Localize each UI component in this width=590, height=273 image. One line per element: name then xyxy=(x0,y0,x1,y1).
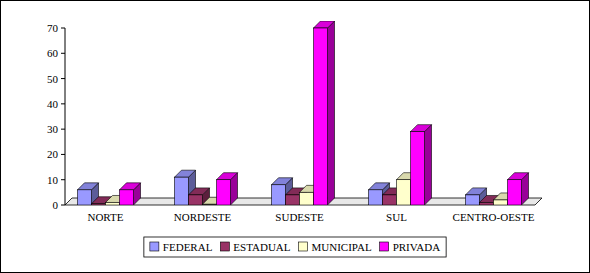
bar xyxy=(106,202,120,205)
bar-side xyxy=(328,21,335,205)
legend-swatch xyxy=(299,242,308,251)
legend-box xyxy=(144,237,446,257)
bar xyxy=(300,192,314,205)
bar-top xyxy=(411,125,432,132)
bar-top xyxy=(272,178,293,185)
legend-swatch xyxy=(380,242,389,251)
bar xyxy=(272,185,286,205)
y-tick xyxy=(61,103,65,104)
bar-top xyxy=(175,170,196,177)
bar xyxy=(203,204,217,205)
bar xyxy=(494,200,508,205)
bar xyxy=(120,190,134,205)
y-tick-label: 60 xyxy=(47,47,59,59)
x-tick-label: CENTRO-OESTE xyxy=(453,211,535,223)
y-tick-label: 20 xyxy=(47,148,59,160)
bar-top xyxy=(466,188,487,195)
bar xyxy=(383,195,397,205)
y-tick-label: 70 xyxy=(47,22,59,34)
y-tick-label: 0 xyxy=(53,199,59,211)
y-tick xyxy=(61,78,65,79)
bar-top xyxy=(508,173,529,180)
bar xyxy=(217,180,231,205)
x-tick-label: NORDESTE xyxy=(174,211,232,223)
y-tick xyxy=(61,28,65,29)
bar xyxy=(369,190,383,205)
chart-root: 0 10 20 30 40 50 60 70 NORTE NORDESTE SUDESTE SUL CE… xyxy=(0,0,590,273)
chart: 0 10 20 30 40 50 60 70 NORTE NORDESTE SUDESTE SUL CE… xyxy=(0,0,590,273)
y-tick xyxy=(61,205,65,206)
y-axis xyxy=(65,28,66,205)
legend-label: MUNICIPAL xyxy=(312,241,372,253)
bar-top xyxy=(217,173,238,180)
legend-label: ESTADUAL xyxy=(233,241,290,253)
x-tick-label: NORTE xyxy=(87,211,123,223)
x-tick-label: SUDESTE xyxy=(275,211,324,223)
legend-swatch xyxy=(150,242,159,251)
bar xyxy=(175,177,189,205)
bar xyxy=(480,202,494,205)
legend: FEDERAL ESTADUAL MUNICIPAL PRIVADA xyxy=(144,237,446,257)
bar xyxy=(508,180,522,205)
bar-top xyxy=(120,183,141,190)
legend-label: PRIVADA xyxy=(393,241,441,253)
y-tick xyxy=(61,154,65,155)
bar xyxy=(411,132,425,205)
y-tick-label: 10 xyxy=(47,174,59,186)
bars xyxy=(78,21,529,205)
bar-side xyxy=(425,125,432,205)
bar-top xyxy=(78,183,99,190)
bar xyxy=(78,190,92,205)
legend-swatch xyxy=(220,242,229,251)
bar xyxy=(189,195,203,205)
y-tick xyxy=(61,53,65,54)
bar xyxy=(314,28,328,205)
legend-label: FEDERAL xyxy=(163,241,213,253)
chart-border xyxy=(1,1,590,273)
y-tick-label: 30 xyxy=(47,123,59,135)
bar-top xyxy=(369,183,390,190)
bar-top xyxy=(314,21,335,28)
y-tick xyxy=(61,129,65,130)
x-tick-label: SUL xyxy=(386,211,407,223)
y-tick xyxy=(61,179,65,180)
bar xyxy=(92,204,106,205)
y-tick-label: 40 xyxy=(47,98,59,110)
bar-top xyxy=(189,188,210,195)
bar xyxy=(286,195,300,205)
y-tick-label: 50 xyxy=(47,73,59,85)
bar xyxy=(397,180,411,205)
bar xyxy=(466,195,480,205)
